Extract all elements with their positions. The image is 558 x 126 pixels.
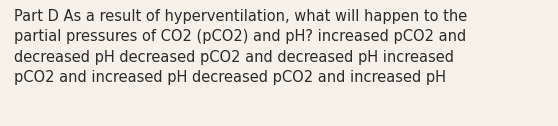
- Text: Part D As a result of hyperventilation, what will happen to the
partial pressure: Part D As a result of hyperventilation, …: [14, 9, 467, 85]
